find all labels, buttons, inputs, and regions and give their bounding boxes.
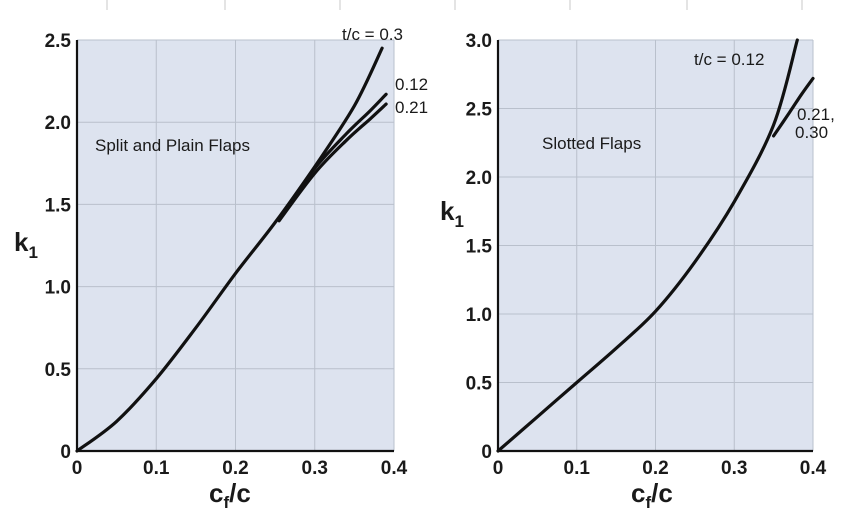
x-axis-title-sub: f xyxy=(223,493,229,512)
y-axis-title-sub: 1 xyxy=(454,212,463,231)
series-label-line-1: 0.21, xyxy=(797,105,835,124)
x-tick-label: 0.2 xyxy=(642,458,668,479)
x-axis-title-main: c xyxy=(209,478,223,508)
series-line-1 xyxy=(772,76,815,138)
x-tick-label: 0 xyxy=(493,458,504,479)
series-line-2 xyxy=(277,102,388,223)
x-axis-title: cf/c xyxy=(209,478,251,512)
y-tick-label: 2.5 xyxy=(45,31,72,52)
x-tick-label: 0.1 xyxy=(143,458,170,479)
x-axis-title: cf/c xyxy=(631,478,673,512)
x-tick-label: 0.4 xyxy=(381,458,408,479)
slotted-flaps-chart: 0 0.5 1.0 1.5 2.0 2.5 3.0 0 0.1 0.2 0.3 0.4 Slotte… xyxy=(440,31,840,512)
series-line-0 xyxy=(75,46,384,453)
y-axis-title-main: k xyxy=(14,227,29,257)
x-axis-title-suffix: /c xyxy=(229,478,251,508)
x-axis-title-suffix: /c xyxy=(651,478,673,508)
y-axis-title-sub: 1 xyxy=(28,243,37,262)
x-tick-labels: 0 0.1 0.2 0.3 0.4 xyxy=(493,458,827,479)
series-label-0-12: 0.12 xyxy=(395,75,428,94)
y-tick-labels: 0 0.5 1.0 1.5 2.0 2.5 3.0 xyxy=(466,31,493,463)
y-tick-label: 2.5 xyxy=(466,100,493,121)
x-tick-labels: 0 0.1 0.2 0.3 0.4 xyxy=(72,458,408,479)
x-tick-label: 0.3 xyxy=(302,458,328,479)
chart-annotation: Slotted Flaps xyxy=(542,134,641,153)
x-tick-label: 0.3 xyxy=(721,458,747,479)
series-line-1 xyxy=(281,92,388,215)
y-tick-label: 0.5 xyxy=(45,360,72,381)
x-tick-label: 0.4 xyxy=(800,458,827,479)
y-axis-title-main: k xyxy=(440,196,455,226)
series-label-line-2: 0.30 xyxy=(795,123,828,142)
y-tick-label: 1.5 xyxy=(466,237,493,258)
y-tick-labels: 0 0.5 1.0 1.5 2.0 2.5 xyxy=(45,31,72,463)
split-plain-flaps-chart: 0 0.5 1.0 1.5 2.0 2.5 0 0.1 0.2 0.3 0.4 Split and… xyxy=(14,25,428,512)
grid xyxy=(77,39,395,451)
y-tick-label: 0.5 xyxy=(466,374,493,395)
series-label-0-21: 0.21 xyxy=(395,98,428,117)
series-label-t-c-0-3: t/c = 0.3 xyxy=(342,25,403,44)
y-tick-label: 1.0 xyxy=(45,278,71,299)
x-axis-title-sub: f xyxy=(645,493,651,512)
grid xyxy=(498,39,814,451)
y-axis-title: k1 xyxy=(14,227,38,262)
y-tick-label: 1.0 xyxy=(466,305,492,326)
x-axis-title-main: c xyxy=(631,478,645,508)
y-tick-label: 0 xyxy=(60,442,71,463)
top-border-ticks xyxy=(106,0,803,10)
x-tick-label: 0.2 xyxy=(222,458,248,479)
y-tick-label: 2.0 xyxy=(45,113,71,134)
y-axis-title: k1 xyxy=(440,196,464,231)
y-tick-label: 0 xyxy=(481,442,492,463)
curves xyxy=(496,38,815,453)
curves xyxy=(75,46,388,453)
chart-annotation: Split and Plain Flaps xyxy=(95,136,250,155)
series-label-0-21-0-30: 0.21, 0.30 xyxy=(795,105,840,142)
series-label-t-c-0-12: t/c = 0.12 xyxy=(694,50,764,69)
y-tick-label: 2.0 xyxy=(466,168,492,189)
y-tick-label: 3.0 xyxy=(466,31,492,52)
x-tick-label: 0.1 xyxy=(564,458,591,479)
x-tick-label: 0 xyxy=(72,458,83,479)
series-line-0 xyxy=(496,38,799,453)
y-tick-label: 1.5 xyxy=(45,195,72,216)
